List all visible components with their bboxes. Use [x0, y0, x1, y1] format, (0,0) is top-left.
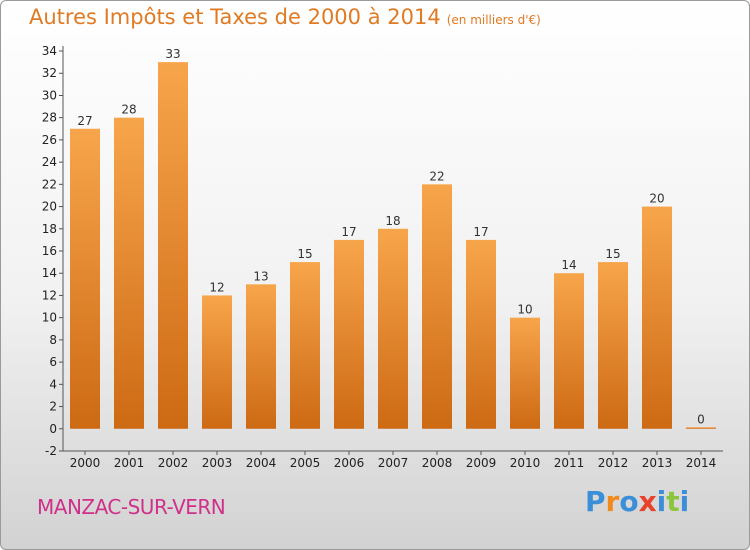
data-label: 33: [165, 47, 180, 61]
y-tick-label: 32: [42, 66, 57, 80]
x-tick-label: 2012: [598, 456, 629, 470]
data-label: 17: [473, 225, 488, 239]
x-tick-label: 2003: [202, 456, 233, 470]
title-row: Autres Impôts et Taxes de 2000 à 2014 (en…: [29, 5, 541, 29]
x-tick-label: 2006: [334, 456, 365, 470]
bar: [422, 184, 452, 429]
y-tick-label: 14: [42, 266, 57, 280]
y-tick-label: 16: [42, 244, 57, 258]
y-tick-label: 12: [42, 288, 57, 302]
x-tick-label: 2010: [510, 456, 541, 470]
bar: [334, 239, 364, 429]
y-tick-label: 2: [49, 400, 57, 414]
data-label: 17: [341, 225, 356, 239]
logo-letter: x: [638, 485, 657, 518]
data-label: 20: [649, 192, 664, 206]
bar: [246, 284, 276, 429]
y-tick-label: 24: [42, 155, 57, 169]
y-tick-label: 18: [42, 222, 57, 236]
bar: [510, 317, 540, 429]
data-label: 12: [209, 280, 224, 294]
bar: [686, 427, 716, 429]
y-tick-label: 30: [42, 88, 57, 102]
logo-letter: i: [656, 485, 667, 518]
chart-title: Autres Impôts et Taxes de 2000 à 2014: [29, 5, 441, 29]
logo-letter: r: [605, 485, 620, 518]
x-tick-label: 2001: [114, 456, 145, 470]
bar: [70, 128, 100, 429]
y-tick-label: 4: [49, 377, 57, 391]
logo-letter: o: [619, 485, 639, 518]
y-tick-label: 6: [49, 355, 57, 369]
bar: [114, 117, 144, 429]
proxiti-logo: Proxiti: [585, 485, 689, 518]
x-tick-label: 2009: [466, 456, 497, 470]
y-tick-label: -2: [45, 444, 57, 458]
y-tick-label: 22: [42, 177, 57, 191]
data-label: 15: [605, 247, 620, 261]
data-label: 0: [697, 412, 705, 426]
data-label: 22: [429, 169, 444, 183]
data-label: 14: [561, 258, 576, 272]
y-tick-label: 34: [42, 44, 57, 58]
x-tick-label: 2002: [158, 456, 189, 470]
bar: [290, 262, 320, 429]
y-tick-label: 26: [42, 133, 57, 147]
data-label: 28: [121, 103, 136, 117]
bar: [378, 228, 408, 429]
x-tick-label: 2014: [686, 456, 717, 470]
logo-letter: t: [666, 485, 680, 518]
y-tick-label: 28: [42, 111, 57, 125]
data-label: 10: [517, 303, 532, 317]
chart-subtitle: (en milliers d'€): [446, 13, 541, 27]
data-label: 13: [253, 269, 268, 283]
logo-letter: i: [679, 485, 690, 518]
bar: [158, 62, 188, 429]
data-label: 15: [297, 247, 312, 261]
bar: [202, 295, 232, 429]
x-tick-label: 2004: [246, 456, 277, 470]
x-tick-label: 2008: [422, 456, 453, 470]
y-tick-label: 10: [42, 311, 57, 325]
y-tick-label: 0: [49, 422, 57, 436]
bar: [554, 273, 584, 429]
bar: [598, 262, 628, 429]
x-tick-label: 2000: [70, 456, 101, 470]
data-label: 18: [385, 214, 400, 228]
town-name: MANZAC-SUR-VERN: [37, 495, 226, 519]
x-tick-label: 2011: [554, 456, 585, 470]
x-tick-label: 2005: [290, 456, 321, 470]
logo-letter: P: [585, 485, 606, 518]
bar: [642, 206, 672, 429]
y-tick-label: 20: [42, 200, 57, 214]
x-tick-label: 2007: [378, 456, 409, 470]
x-tick-label: 2013: [642, 456, 673, 470]
data-label: 27: [77, 114, 92, 128]
bar: [466, 239, 496, 429]
y-tick-label: 8: [49, 333, 57, 347]
